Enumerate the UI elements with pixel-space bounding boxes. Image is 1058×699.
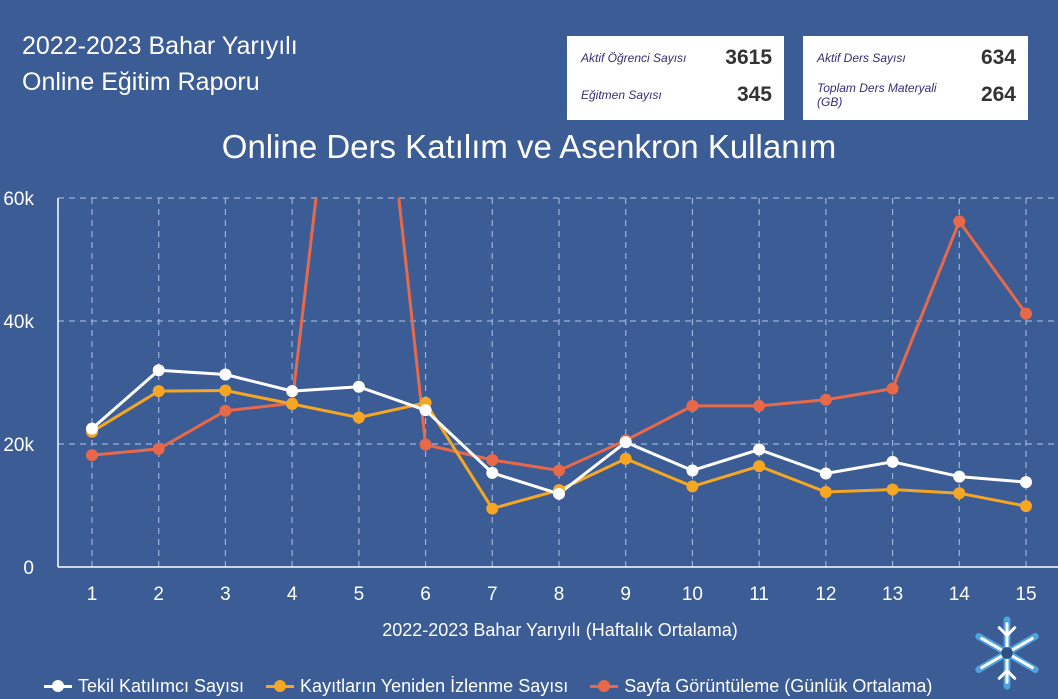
x-tick-label: 14 [949, 584, 971, 605]
y-tick-label: 20k [3, 435, 34, 456]
legend-label: Kayıtların Yeniden İzlenme Sayısı [300, 675, 569, 696]
data-point-series-0[interactable] [352, 380, 365, 393]
data-point-series-2[interactable] [886, 382, 899, 395]
stat-instructors: Eğitmen Sayısı 345 [581, 76, 772, 114]
stat-value: 264 [980, 83, 1016, 106]
data-point-series-2[interactable] [953, 215, 966, 228]
legend-label: Sayfa Görüntüleme (Günlük Ortalama) [624, 675, 933, 696]
y-tick-label: 60k [3, 189, 34, 210]
chart-title: Online Ders Katılım ve Asenkron Kullanım [221, 128, 837, 165]
data-point-series-1[interactable] [219, 384, 232, 397]
data-point-series-1[interactable] [686, 480, 699, 493]
x-tick-label: 4 [287, 584, 298, 605]
data-point-series-0[interactable] [1020, 476, 1032, 489]
x-tick-label: 3 [220, 584, 231, 605]
x-tick-label: 10 [682, 584, 703, 605]
data-point-series-0[interactable] [553, 487, 565, 500]
report-title-line1: 2022-2023 Bahar Yarıyılı [22, 32, 298, 60]
data-point-series-1[interactable] [486, 502, 499, 515]
data-point-series-1[interactable] [819, 485, 832, 498]
report-title: 2022-2023 Bahar Yarıyılı Online Eğitim R… [22, 28, 298, 100]
data-point-series-2[interactable] [86, 449, 98, 462]
data-point-series-0[interactable] [819, 467, 832, 480]
legend-label: Tekil Katılımcı Sayısı [78, 675, 245, 696]
data-point-series-0[interactable] [219, 368, 232, 381]
data-point-series-2[interactable] [219, 404, 232, 417]
y-tick-label: 0 [23, 558, 34, 579]
report-title-line2: Online Eğitim Raporu [22, 68, 260, 96]
data-point-series-0[interactable] [886, 455, 899, 468]
stat-active-courses: Aktif Ders Sayısı 634 [817, 39, 1016, 77]
data-point-series-2[interactable] [486, 453, 499, 466]
x-tick-label: 13 [882, 584, 903, 605]
stat-label: Aktif Öğrenci Sayısı [581, 51, 687, 65]
x-tick-label: 1 [87, 584, 98, 605]
x-tick-label: 5 [354, 584, 365, 605]
legend-item-unique-participants[interactable]: Tekil Katılımcı Sayısı [44, 676, 244, 697]
stat-label: Aktif Ders Sayısı [817, 51, 906, 65]
x-tick-label: 15 [1015, 584, 1036, 605]
data-point-series-0[interactable] [953, 470, 966, 483]
snowflake-logo-icon [975, 616, 1039, 690]
legend: Tekil Katılımcı Sayısı Kayıtların Yenide… [44, 674, 954, 698]
data-point-series-2[interactable] [419, 438, 432, 451]
grid [58, 197, 1058, 567]
y-tick-label: 40k [3, 312, 34, 333]
legend-swatch [44, 679, 72, 693]
x-tick-label: 7 [487, 584, 498, 605]
stat-value: 634 [980, 46, 1016, 69]
legend-item-recording-rewatch[interactable]: Kayıtların Yeniden İzlenme Sayısı [266, 676, 568, 697]
data-point-series-0[interactable] [686, 464, 699, 477]
data-point-series-1[interactable] [286, 398, 299, 411]
data-point-series-1[interactable] [1020, 500, 1032, 513]
x-tick-label: 2 [153, 584, 164, 605]
x-tick-label: 9 [620, 584, 631, 605]
data-point-series-0[interactable] [152, 364, 165, 377]
stat-active-students: Aktif Öğrenci Sayısı 3615 [581, 39, 772, 77]
data-point-series-2[interactable] [819, 393, 832, 406]
data-point-series-1[interactable] [886, 483, 899, 496]
data-point-series-1[interactable] [619, 452, 632, 465]
stat-label: Eğitmen Sayısı [581, 88, 662, 102]
data-point-series-0[interactable] [619, 436, 632, 449]
data-point-series-1[interactable] [753, 460, 766, 473]
x-tick-label: 8 [554, 584, 565, 605]
data-point-series-1[interactable] [352, 411, 365, 424]
legend-swatch [590, 679, 619, 693]
x-tick-label: 11 [749, 584, 769, 605]
data-point-series-0[interactable] [419, 404, 432, 417]
stats-card-courses: Aktif Ders Sayısı 634 Toplam Ders Matery… [803, 36, 1028, 120]
data-point-series-2[interactable] [553, 464, 565, 477]
data-point-series-0[interactable] [86, 422, 98, 435]
data-point-series-0[interactable] [286, 385, 299, 398]
data-point-series-2[interactable] [753, 399, 766, 412]
legend-swatch [266, 679, 295, 693]
data-point-series-2[interactable] [152, 442, 165, 455]
legend-item-page-views[interactable]: Sayfa Görüntüleme (Günlük Ortalama) [590, 676, 932, 697]
data-point-series-1[interactable] [152, 385, 165, 398]
stat-value: 345 [736, 83, 772, 106]
stats-card-students: Aktif Öğrenci Sayısı 3615 Eğitmen Sayısı… [567, 36, 784, 120]
stat-value: 3615 [725, 46, 772, 69]
data-point-series-2[interactable] [1020, 307, 1032, 320]
series-points [86, 215, 1032, 515]
x-axis-title: 2022-2023 Bahar Yarıyılı (Haftalık Ortal… [382, 620, 738, 640]
x-tick-label: 6 [420, 584, 431, 605]
data-point-series-0[interactable] [486, 466, 499, 479]
data-point-series-0[interactable] [753, 443, 766, 456]
stat-label: Toplam Ders Materyali (GB) [817, 81, 937, 109]
stat-course-material: Toplam Ders Materyali (GB) 264 [817, 76, 1016, 114]
data-point-series-2[interactable] [686, 399, 699, 412]
data-point-series-1[interactable] [953, 487, 966, 500]
x-tick-label: 12 [815, 584, 836, 605]
